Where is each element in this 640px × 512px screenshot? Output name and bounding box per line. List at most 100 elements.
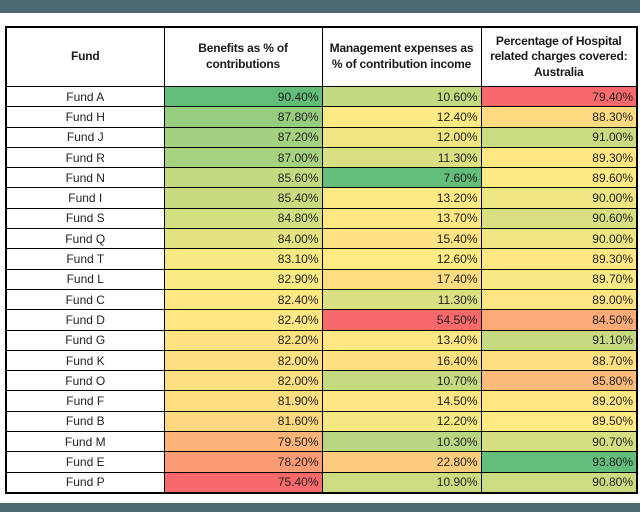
header-hospital: Percentage of Hospital related charges c… [480, 26, 638, 87]
fund-name-cell[interactable]: Fund O [5, 370, 165, 392]
benefits-cell[interactable]: 87.20% [163, 126, 323, 148]
top-accent-bar [0, 0, 640, 13]
hospital-cell[interactable]: 84.50% [480, 309, 638, 331]
expenses-cell[interactable]: 16.40% [321, 349, 482, 372]
benefits-cell[interactable]: 84.00% [163, 228, 323, 250]
expenses-cell[interactable]: 12.20% [321, 410, 482, 433]
benefits-cell[interactable]: 81.60% [163, 410, 323, 433]
benefits-cell[interactable]: 90.40% [163, 85, 323, 108]
table-row: Fund S 84.80% 13.70% 90.60% [5, 207, 638, 230]
fund-name-cell[interactable]: Fund K [5, 349, 165, 372]
benefits-cell[interactable]: 82.20% [163, 329, 323, 351]
hospital-cell[interactable]: 79.40% [480, 85, 638, 108]
table-row: Fund M 79.50% 10.30% 90.70% [5, 431, 638, 453]
fund-name-cell[interactable]: Fund G [5, 329, 165, 351]
table-row: Fund B 81.60% 12.20% 89.50% [5, 410, 638, 433]
hospital-cell[interactable]: 90.80% [480, 471, 638, 494]
expenses-cell[interactable]: 12.60% [321, 248, 482, 270]
hospital-cell[interactable]: 89.70% [480, 268, 638, 290]
expenses-cell[interactable]: 17.40% [321, 268, 482, 290]
benefits-cell[interactable]: 79.50% [163, 431, 323, 453]
expenses-cell[interactable]: 10.30% [321, 431, 482, 453]
fund-name-cell[interactable]: Fund D [5, 309, 165, 331]
fund-name-cell[interactable]: Fund P [5, 471, 165, 494]
expenses-cell[interactable]: 11.30% [321, 146, 482, 169]
hospital-cell[interactable]: 85.80% [480, 370, 638, 392]
benefits-cell[interactable]: 83.10% [163, 248, 323, 270]
expenses-cell[interactable]: 10.60% [321, 85, 482, 108]
expenses-cell[interactable]: 15.40% [321, 228, 482, 250]
hospital-cell[interactable]: 89.20% [480, 390, 638, 412]
hospital-cell[interactable]: 89.50% [480, 410, 638, 433]
fund-name-cell[interactable]: Fund M [5, 431, 165, 453]
hospital-cell[interactable]: 90.00% [480, 228, 638, 250]
fund-name-cell[interactable]: Fund F [5, 390, 165, 412]
benefits-cell[interactable]: 85.40% [163, 187, 323, 209]
fund-name-cell[interactable]: Fund R [5, 146, 165, 169]
expenses-cell[interactable]: 13.70% [321, 207, 482, 230]
hospital-cell[interactable]: 88.70% [480, 349, 638, 372]
expenses-cell[interactable]: 22.80% [321, 451, 482, 473]
fund-name-cell[interactable]: Fund Q [5, 228, 165, 250]
benefits-cell[interactable]: 87.80% [163, 106, 323, 128]
expenses-cell[interactable]: 11.30% [321, 288, 482, 311]
expenses-cell[interactable]: 13.20% [321, 187, 482, 209]
expenses-cell[interactable]: 7.60% [321, 167, 482, 189]
benefits-cell[interactable]: 78.20% [163, 451, 323, 473]
hospital-cell[interactable]: 89.30% [480, 248, 638, 270]
benefits-cell[interactable]: 82.40% [163, 288, 323, 311]
expenses-cell[interactable]: 54.50% [321, 309, 482, 331]
benefits-cell[interactable]: 84.80% [163, 207, 323, 230]
table-row: Fund C 82.40% 11.30% 89.00% [5, 288, 638, 311]
table-row: Fund J 87.20% 12.00% 91.00% [5, 126, 638, 148]
fund-name-cell[interactable]: Fund J [5, 126, 165, 148]
expenses-cell[interactable]: 13.40% [321, 329, 482, 351]
header-row: Fund Benefits as % of contributions Mana… [5, 26, 638, 87]
hospital-cell[interactable]: 89.30% [480, 146, 638, 169]
table-row: Fund F 81.90% 14.50% 89.20% [5, 390, 638, 412]
table-row: Fund T 83.10% 12.60% 89.30% [5, 248, 638, 270]
hospital-cell[interactable]: 90.00% [480, 187, 638, 209]
hospital-cell[interactable]: 90.60% [480, 207, 638, 230]
table-row: Fund E 78.20% 22.80% 93.80% [5, 451, 638, 473]
fund-name-cell[interactable]: Fund S [5, 207, 165, 230]
table-row: Fund O 82.00% 10.70% 85.80% [5, 370, 638, 392]
fund-name-cell[interactable]: Fund N [5, 167, 165, 189]
table-row: Fund R 87.00% 11.30% 89.30% [5, 146, 638, 169]
benefits-cell[interactable]: 82.90% [163, 268, 323, 290]
benefits-cell[interactable]: 87.00% [163, 146, 323, 169]
fund-name-cell[interactable]: Fund H [5, 106, 165, 128]
expenses-cell[interactable]: 10.70% [321, 370, 482, 392]
fund-name-cell[interactable]: Fund I [5, 187, 165, 209]
expenses-cell[interactable]: 14.50% [321, 390, 482, 412]
bottom-accent-bar [0, 503, 640, 512]
fund-name-cell[interactable]: Fund B [5, 410, 165, 433]
benefits-cell[interactable]: 75.40% [163, 471, 323, 494]
hospital-cell[interactable]: 89.60% [480, 167, 638, 189]
benefits-cell[interactable]: 82.40% [163, 309, 323, 331]
benefits-cell[interactable]: 82.00% [163, 370, 323, 392]
table-header: Fund Benefits as % of contributions Mana… [5, 26, 638, 87]
fund-name-cell[interactable]: Fund T [5, 248, 165, 270]
table-row: Fund L 82.90% 17.40% 89.70% [5, 268, 638, 290]
fund-name-cell[interactable]: Fund L [5, 268, 165, 290]
fund-name-cell[interactable]: Fund E [5, 451, 165, 473]
fund-name-cell[interactable]: Fund A [5, 85, 165, 108]
table-row: Fund P 75.40% 10.90% 90.80% [5, 471, 638, 494]
hospital-cell[interactable]: 93.80% [480, 451, 638, 473]
fund-name-cell[interactable]: Fund C [5, 288, 165, 311]
table-row: Fund A 90.40% 10.60% 79.40% [5, 85, 638, 108]
expenses-cell[interactable]: 12.00% [321, 126, 482, 148]
fund-table-body: Fund A 90.40% 10.60% 79.40% Fund H 87.80% 12.4… [5, 85, 638, 494]
benefits-cell[interactable]: 85.60% [163, 167, 323, 189]
benefits-cell[interactable]: 82.00% [163, 349, 323, 372]
expenses-cell[interactable]: 10.90% [321, 471, 482, 494]
expenses-cell[interactable]: 12.40% [321, 106, 482, 128]
hospital-cell[interactable]: 91.10% [480, 329, 638, 351]
table-row: Fund H 87.80% 12.40% 88.30% [5, 106, 638, 128]
benefits-cell[interactable]: 81.90% [163, 390, 323, 412]
hospital-cell[interactable]: 89.00% [480, 288, 638, 311]
hospital-cell[interactable]: 90.70% [480, 431, 638, 453]
hospital-cell[interactable]: 91.00% [480, 126, 638, 148]
hospital-cell[interactable]: 88.30% [480, 106, 638, 128]
